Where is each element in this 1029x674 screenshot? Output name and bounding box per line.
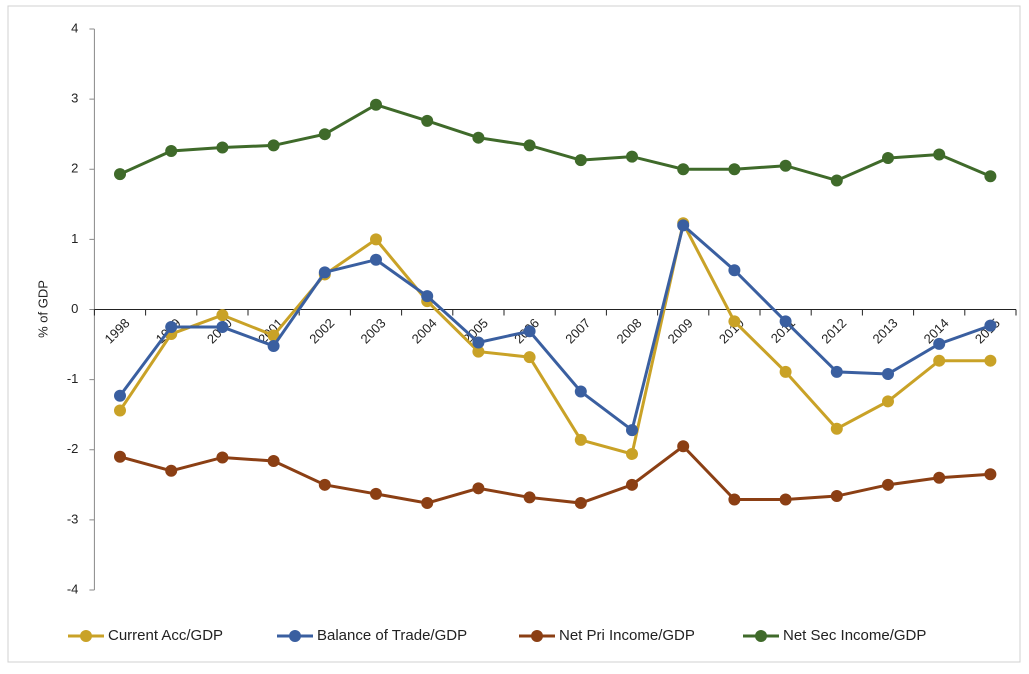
data-point [830,365,843,378]
data-point [933,148,946,161]
data-point [114,389,126,402]
data-point [523,325,536,338]
data-point [677,440,690,453]
data-point [830,490,843,503]
data-point [421,290,434,303]
data-point [267,339,280,352]
data-point [114,450,126,463]
data-point [370,253,382,266]
data-point [984,319,997,332]
data-point [165,321,178,334]
data-point [370,98,382,111]
data-point [984,468,997,481]
y-tick-label: -2 [67,441,79,456]
data-point [472,131,485,144]
y-tick-label: 0 [71,301,78,316]
data-point [933,354,946,367]
data-point [574,385,587,398]
legend-label: Current Acc/GDP [108,627,223,644]
data-point [267,139,280,152]
data-point [472,482,485,495]
legend-marker [80,630,92,642]
data-point [626,447,638,460]
data-point [728,163,741,176]
data-point [472,336,485,349]
legend-marker [531,630,543,642]
data-point [728,493,741,506]
data-point [882,478,894,491]
legend-label: Net Pri Income/GDP [559,627,695,644]
data-point [523,351,536,364]
data-point [677,219,690,232]
data-point [318,128,331,141]
data-point [882,395,894,408]
series-line [118,222,991,433]
data-point [574,497,587,510]
data-point [574,154,587,167]
data-point [318,266,331,279]
data-point [370,233,382,246]
data-point [830,174,843,187]
data-point [216,309,229,322]
data-point [779,159,792,172]
data-point [626,150,638,163]
data-point [677,163,690,176]
y-tick-label: 3 [71,91,78,106]
y-axis-label: % of GDP [35,280,50,338]
data-point [779,493,792,506]
data-point [882,152,894,165]
legend-marker [755,630,767,642]
data-point [165,145,178,158]
data-point [882,368,894,381]
data-point [216,141,229,154]
data-point [728,315,741,328]
data-point [626,424,638,437]
data-point [216,321,229,334]
data-point [216,451,229,464]
series-line [119,444,991,505]
legend-label: Balance of Trade/GDP [317,627,467,644]
series-line [119,103,991,183]
y-tick-label: -4 [67,581,79,596]
data-point [267,329,280,342]
data-point [779,365,792,378]
y-tick-label: 1 [71,231,78,246]
data-point [165,464,178,477]
data-point [933,337,946,350]
data-point [267,454,280,467]
series-line [118,218,991,456]
data-point [728,264,741,277]
data-point [523,491,536,504]
data-point [984,170,997,183]
y-tick-label: -3 [67,511,79,526]
data-point [472,345,485,358]
data-point [421,497,434,510]
legend: Current Acc/GDP Balance of Trade/GDP Net… [68,627,926,644]
data-point [626,478,638,491]
y-tick-label: -1 [67,371,79,386]
data-point [318,478,331,491]
data-point [933,471,946,484]
legend-marker [289,630,301,642]
data-point [523,139,536,152]
data-point [574,433,587,446]
data-point [984,354,997,367]
y-tick-label: 4 [71,20,78,35]
data-point [114,168,126,181]
data-point [779,315,792,328]
data-point [370,487,382,500]
data-point [114,404,126,417]
y-tick-label: 2 [71,161,78,176]
data-point [421,114,434,127]
legend-label: Net Sec Income/GDP [783,627,926,644]
data-point [830,422,843,435]
